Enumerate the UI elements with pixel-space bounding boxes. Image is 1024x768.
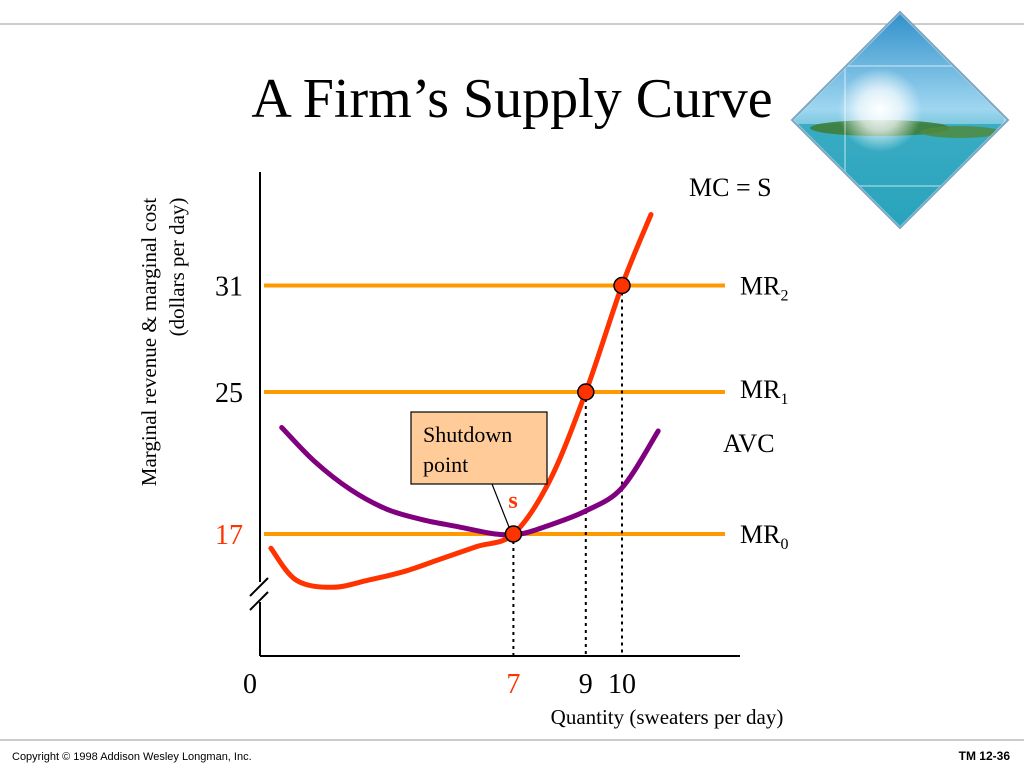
y-tick-label: 17 [215,520,243,551]
x-tick-label: 10 [608,669,636,700]
mr-label-name: MR [740,375,781,404]
mr-label-1: MR1 [740,375,788,408]
mr-label-subscript: 1 [780,391,788,408]
callout-leader [491,483,510,529]
mr-label-subscript: 2 [780,288,788,305]
series-label-avc: AVC [723,429,775,458]
mr-label-name: MR [740,272,781,301]
mr-label-0: MR0 [740,520,788,553]
intersection-point [504,525,523,543]
y-tick-label: 25 [215,378,243,409]
tropical-island-photo [790,10,1010,230]
callout-box [410,411,548,485]
x-axis-label: Quantity (sweaters per day) [551,705,784,729]
y-axis-break [249,577,269,611]
shutdown-callout: Shutdown point [410,411,548,529]
drop-lines [512,285,623,656]
x-tick-label: 0 [243,669,257,700]
footer-copyright: Copyright © 1998 Addison Wesley Longman,… [12,751,252,763]
y-axis-label-line2: (dollars per day) [165,198,189,337]
series-label-mc: MC = S [689,173,772,202]
intersection-point [577,383,595,401]
mr-label-name: MR [740,520,781,549]
avc-curve [279,425,661,538]
slide-title: A Firm’s Supply Curve [251,68,772,130]
x-tick-label: 7 [506,669,520,700]
y-tick-label: 31 [215,272,243,303]
intersection-point [613,276,631,295]
axis-break-mark [249,577,269,597]
axis-break-gap [251,582,269,602]
footer-slide-id: TM 12-36 [959,749,1011,763]
shutdown-point-label: s [508,488,517,514]
x-tick-label: 9 [579,669,593,700]
tick-labels: 0 7 9 10 17 25 31 [215,272,636,701]
mr-label-subscript: 0 [780,536,788,553]
y-axis-label-line1: Marginal revenue & marginal cost [137,198,161,487]
callout-text-line1: Shutdown [423,422,512,447]
axis-break-mark [249,591,269,611]
mr-label-2: MR2 [740,272,788,305]
series-curves [268,212,661,590]
mc-supply-curve [268,212,654,590]
callout-text-line2: point [423,452,468,477]
highlight-points: s [504,276,631,543]
